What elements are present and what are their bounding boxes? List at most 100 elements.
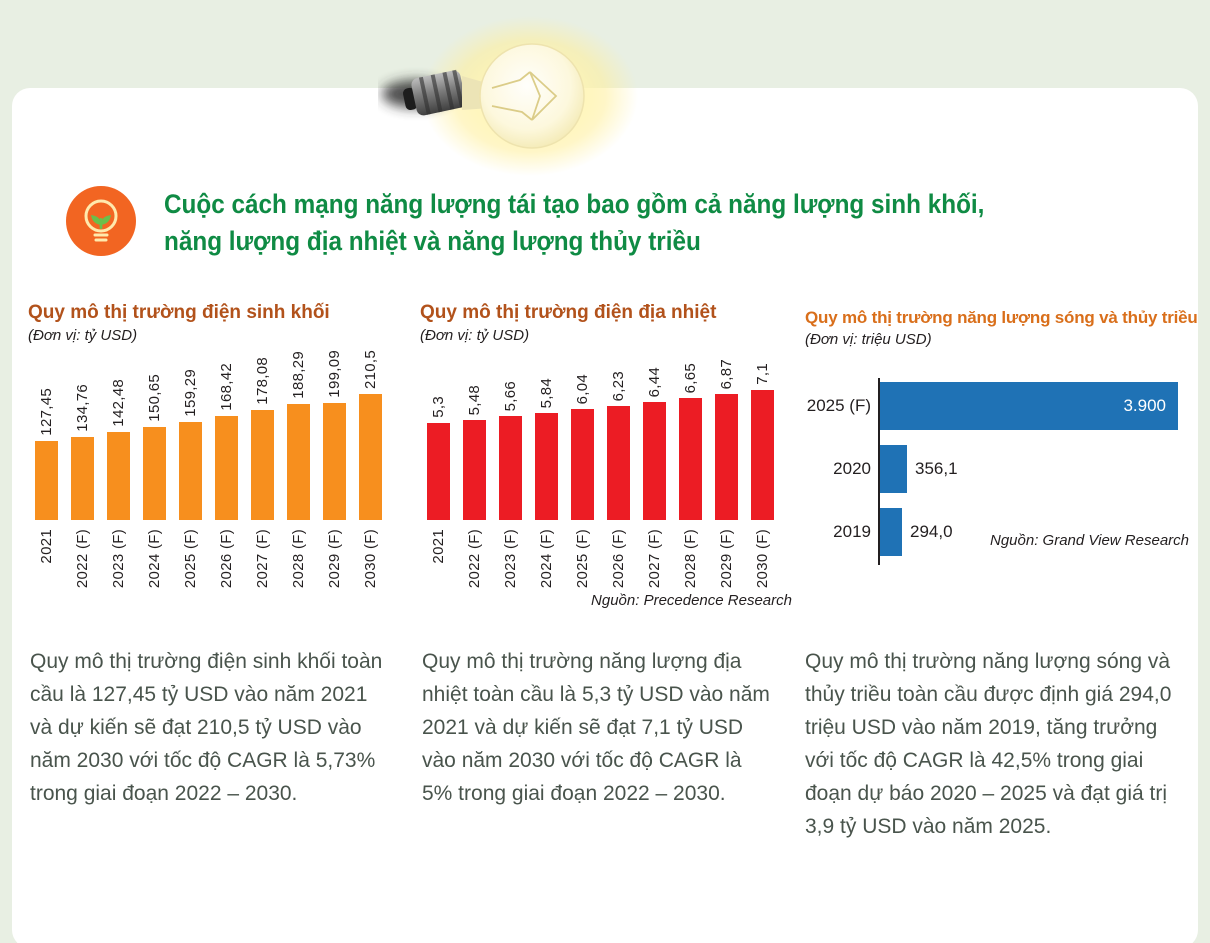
bar-category-label: 2027 (F) bbox=[253, 529, 271, 589]
bar bbox=[714, 394, 738, 520]
chart-wave-tidal-market: Quy mô thị trường năng lượng sóng và thủ… bbox=[805, 308, 1198, 565]
content-card bbox=[12, 88, 1198, 943]
light-bulb-icon bbox=[382, 16, 638, 176]
bar-category-label: 2026 (F) bbox=[609, 529, 627, 589]
bar-category-label: 2024 (F) bbox=[537, 529, 555, 589]
bar-column: 150,65 2024 (F) bbox=[136, 350, 172, 588]
bar-category-label: 2028 (F) bbox=[681, 529, 699, 589]
bar bbox=[322, 402, 346, 520]
bulb-plant-icon bbox=[66, 186, 136, 256]
bar-row: 2019 294,0 bbox=[805, 508, 1187, 556]
bar-category-label: 2021 bbox=[429, 529, 447, 564]
bar-category-label: 2025 (F) bbox=[573, 529, 591, 589]
bar-column: 7,1 2030 (F) bbox=[744, 350, 780, 588]
bar bbox=[462, 420, 486, 520]
bar bbox=[358, 394, 382, 520]
bar-value-label: 134,76 bbox=[73, 384, 91, 432]
bar-value-label: 294,0 bbox=[910, 522, 953, 541]
bar bbox=[426, 423, 450, 520]
chart-unit-label: (Đơn vị: tỷ USD) bbox=[420, 327, 530, 344]
bar-column: 178,08 2027 (F) bbox=[244, 350, 280, 588]
bar bbox=[750, 390, 774, 520]
header: Cuộc cách mạng năng lượng tái tạo bao gồ… bbox=[66, 186, 1076, 260]
bar bbox=[250, 410, 274, 520]
bar-value-label: 178,08 bbox=[253, 357, 271, 405]
bar bbox=[498, 416, 522, 520]
light-bulb-illustration bbox=[378, 12, 648, 184]
bar-value-label: 210,5 bbox=[361, 350, 379, 390]
biomass-bar-chart: 127,45 2021 134,76 2022 (F) 142,48 2023 (F) 15… bbox=[28, 350, 396, 588]
bar-category-label: 2023 (F) bbox=[501, 529, 519, 589]
bar-value-label: 6,23 bbox=[609, 370, 627, 401]
bar-category-label: 2020 bbox=[833, 459, 871, 478]
bar-column: 127,45 2021 bbox=[28, 350, 64, 588]
bar bbox=[34, 441, 58, 520]
bar-column: 188,29 2028 (F) bbox=[280, 350, 316, 588]
bar bbox=[880, 508, 902, 556]
summary-biomass: Quy mô thị trường điện sinh khối toàn cầ… bbox=[30, 650, 383, 805]
bar-value-label: 5,84 bbox=[537, 377, 555, 408]
bar bbox=[214, 416, 238, 520]
bar-value-label: 6,87 bbox=[717, 358, 735, 389]
bar-column: 142,48 2023 (F) bbox=[100, 350, 136, 588]
bar-category-label: 2026 (F) bbox=[217, 529, 235, 589]
bar bbox=[106, 432, 130, 520]
page-title-line-1: Cuộc cách mạng năng lượng tái tạo bao gồ… bbox=[164, 189, 985, 219]
bar-category-label: 2023 (F) bbox=[109, 529, 127, 589]
bar-column: 5,48 2022 (F) bbox=[456, 350, 492, 588]
bar bbox=[642, 402, 666, 520]
bar-value-label: 127,45 bbox=[37, 388, 55, 436]
chart-title: Quy mô thị trường điện sinh khối bbox=[28, 302, 330, 323]
bar-category-label: 2019 bbox=[833, 522, 871, 541]
bar-category-label: 2025 (F) bbox=[181, 529, 199, 589]
bar-column: 5,3 2021 bbox=[420, 350, 456, 588]
bar-column: 168,42 2026 (F) bbox=[208, 350, 244, 588]
bar-value-label: 6,44 bbox=[645, 366, 663, 397]
bar bbox=[880, 445, 907, 493]
bar-value-label: 6,04 bbox=[573, 373, 591, 404]
y-axis-line bbox=[878, 378, 880, 565]
bar-value-label: 6,65 bbox=[681, 362, 699, 393]
bar-value-label: 5,66 bbox=[501, 380, 519, 411]
wave-tidal-bar-chart: Nguồn: Grand View Research 2025 (F) 3.900… bbox=[805, 378, 1189, 565]
summary-geothermal: Quy mô thị trường năng lượng địa nhiệt t… bbox=[422, 650, 770, 805]
bar bbox=[606, 406, 630, 520]
bar bbox=[286, 404, 310, 520]
bar-category-label: 2022 (F) bbox=[465, 529, 483, 589]
bar: 3.900 bbox=[880, 382, 1178, 430]
bar-column: 6,04 2025 (F) bbox=[564, 350, 600, 588]
bar bbox=[534, 413, 558, 520]
bar-category-label: 2029 (F) bbox=[717, 529, 735, 589]
bar bbox=[178, 422, 202, 520]
bar bbox=[142, 427, 166, 520]
bar-value-label: 188,29 bbox=[289, 351, 307, 399]
bar-category-label: 2021 bbox=[37, 529, 55, 564]
chart-title: Quy mô thị trường điện địa nhiệt bbox=[420, 302, 717, 323]
bar-row: 2025 (F) 3.900 bbox=[805, 382, 1187, 430]
bar-category-label: 2027 (F) bbox=[645, 529, 663, 589]
bar-value-label: 142,48 bbox=[109, 379, 127, 427]
bar-category-label: 2029 (F) bbox=[325, 529, 343, 589]
chart-source: Nguồn: Precedence Research bbox=[591, 592, 792, 610]
bar-column: 134,76 2022 (F) bbox=[64, 350, 100, 588]
bar-column: 6,23 2026 (F) bbox=[600, 350, 636, 588]
chart-title: Quy mô thị trường năng lượng sóng và thủ… bbox=[805, 308, 1198, 327]
bar-value-label: 5,48 bbox=[465, 384, 483, 415]
bar-category-label: 2030 (F) bbox=[753, 529, 771, 589]
bar-column: 5,66 2023 (F) bbox=[492, 350, 528, 588]
bar-value-label: 7,1 bbox=[753, 363, 771, 385]
bar-value-label: 356,1 bbox=[915, 459, 958, 478]
bar bbox=[570, 409, 594, 520]
bar-row: 2020 356,1 bbox=[805, 445, 1187, 493]
bar-value-label: 168,42 bbox=[217, 363, 235, 411]
bar bbox=[70, 437, 94, 520]
bar-column: 159,29 2025 (F) bbox=[172, 350, 208, 588]
bar bbox=[678, 398, 702, 520]
bar-category-label: 2025 (F) bbox=[806, 396, 871, 415]
bar-category-label: 2022 (F) bbox=[73, 529, 91, 589]
bar-category-label: 2024 (F) bbox=[145, 529, 163, 589]
page-title: Cuộc cách mạng năng lượng tái tạo bao gồ… bbox=[164, 186, 984, 260]
summary-wave-tidal: Quy mô thị trường năng lượng sóng và thủ… bbox=[805, 650, 1172, 838]
bar-category-label: 2030 (F) bbox=[361, 529, 379, 589]
